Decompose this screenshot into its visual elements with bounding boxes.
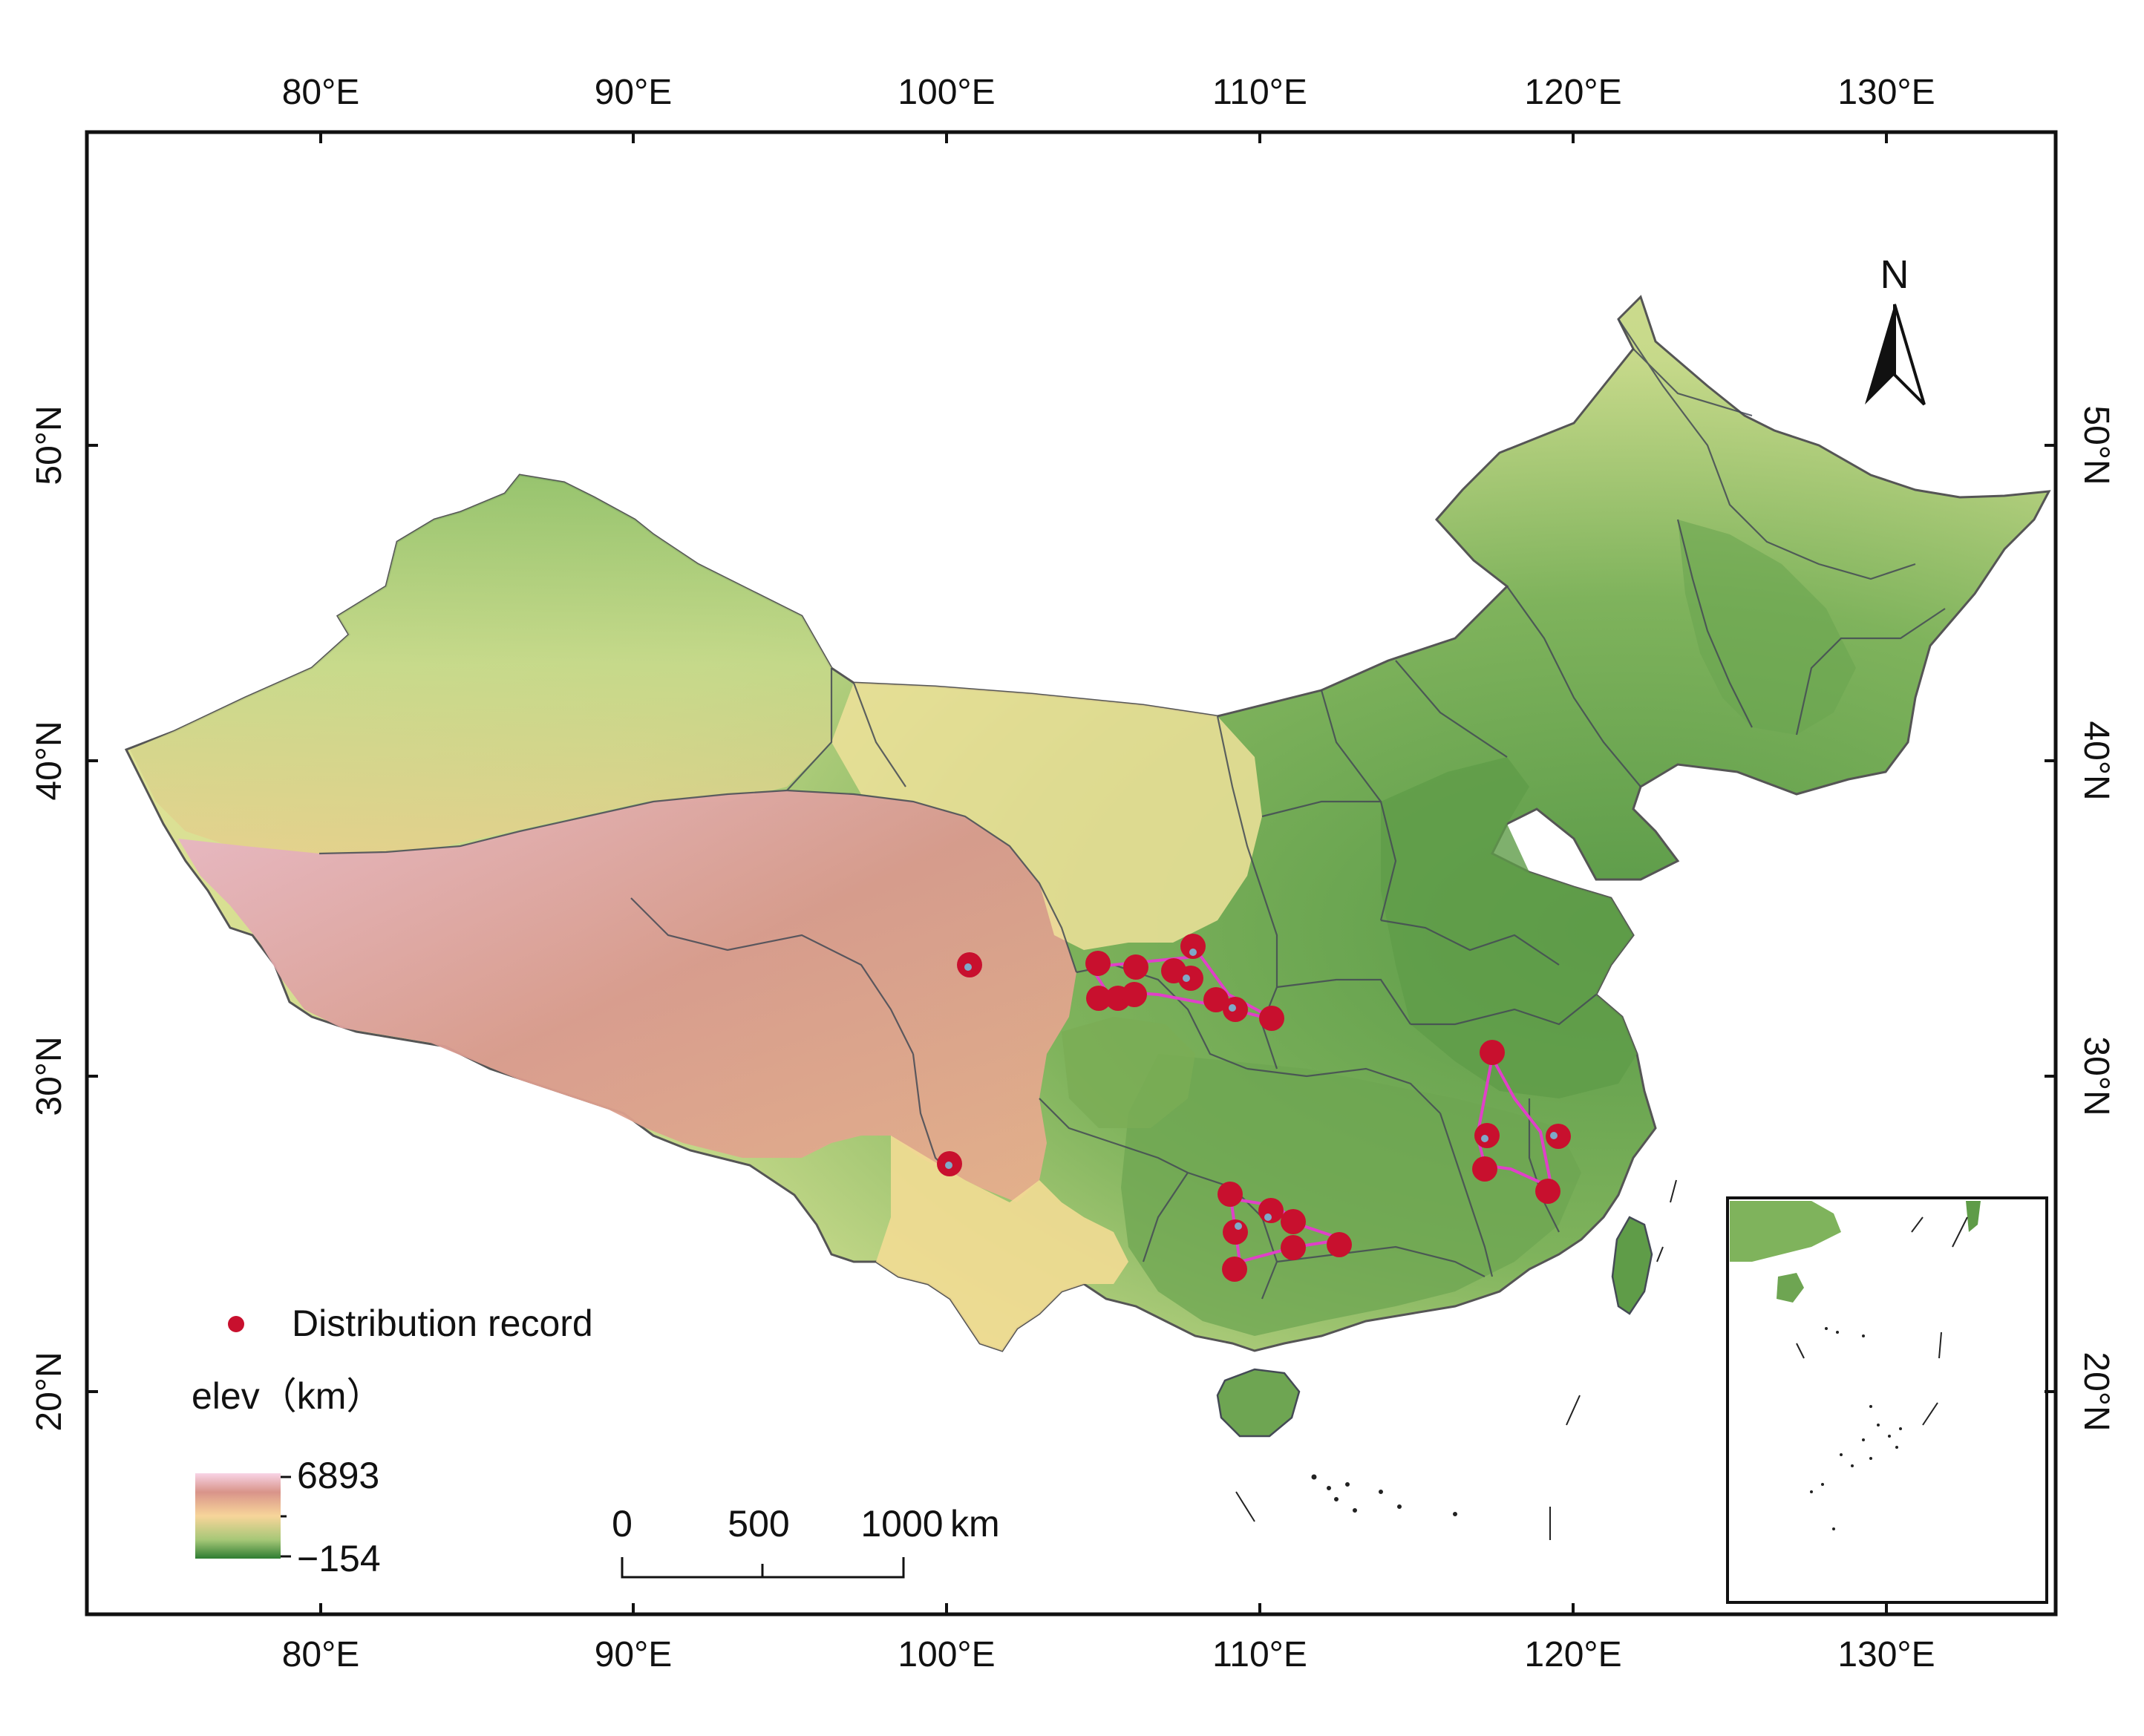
record-point — [1218, 1182, 1243, 1207]
x-tick-top: 110°E — [1212, 73, 1307, 112]
record-point — [1281, 1209, 1306, 1234]
record-point — [1123, 954, 1148, 980]
y-ticks-left: 50°N 40°N 30°N 20°N — [30, 405, 69, 1431]
x-tick-top: 80°E — [282, 73, 360, 112]
record-point — [1086, 986, 1111, 1011]
south-china-sea-inset — [1726, 1196, 2048, 1604]
record-point — [1180, 934, 1206, 959]
x-tick-bottom: 120°E — [1524, 1635, 1621, 1674]
sea-islands — [1235, 1179, 1677, 1540]
distribution-records — [937, 934, 1571, 1282]
record-point — [1535, 1179, 1560, 1204]
y-tick-left: 20°N — [30, 1352, 69, 1431]
y-tick-right: 20°N — [2076, 1352, 2116, 1431]
sichuan-basin — [1062, 1017, 1195, 1128]
taiwan-island — [1611, 1216, 1653, 1315]
record-point — [1122, 982, 1147, 1007]
x-tick-top: 120°E — [1524, 73, 1621, 112]
scale-bar: 0 500 1000 km — [612, 1503, 1000, 1579]
xinjiang-region — [130, 475, 831, 854]
yunnan-highland — [876, 1136, 1128, 1351]
axis-ticks — [87, 132, 2056, 1614]
x-tick-bottom: 110°E — [1212, 1635, 1307, 1674]
x-tick-bottom: 90°E — [595, 1635, 673, 1674]
scale-tick-500: 500 — [728, 1503, 789, 1545]
record-point — [1480, 1040, 1505, 1065]
y-tick-left: 50°N — [30, 405, 69, 485]
record-point — [1203, 987, 1229, 1012]
legend-elev-max: 6893 — [297, 1455, 379, 1496]
scale-tick-0: 0 — [612, 1503, 633, 1545]
record-point — [1223, 1219, 1248, 1245]
north-arrow-icon — [1865, 304, 1895, 404]
x-tick-top: 100°E — [898, 73, 995, 112]
legend-elev-title: elev（km） — [192, 1375, 383, 1417]
legend-elevation: elev（km） 6893 −154 — [192, 1375, 383, 1579]
y-tick-right: 30°N — [2076, 1036, 2116, 1116]
northeast-lowland — [1678, 520, 1856, 735]
legend-record-marker — [228, 1316, 244, 1332]
scale-unit: km — [950, 1503, 1000, 1545]
x-ticks-top: 80°E 90°E 100°E 110°E 120°E 130°E — [282, 73, 1935, 112]
record-point — [1281, 1235, 1306, 1260]
x-ticks-bottom: 80°E 90°E 100°E 110°E 120°E 130°E — [282, 1635, 1935, 1674]
x-tick-top: 90°E — [595, 73, 673, 112]
record-point — [1178, 966, 1203, 991]
legend-records: Distribution record — [228, 1303, 593, 1344]
y-tick-left: 30°N — [30, 1036, 69, 1116]
record-point — [1327, 1232, 1352, 1257]
record-point — [1085, 951, 1111, 976]
record-point — [1259, 1006, 1284, 1031]
tibet-plateau — [178, 790, 1076, 1202]
record-point — [1222, 1257, 1247, 1282]
record-centers — [945, 949, 1558, 1230]
y-tick-left: 40°N — [30, 721, 69, 800]
north-label: N — [1880, 252, 1909, 297]
x-tick-bottom: 80°E — [282, 1635, 360, 1674]
y-ticks-right: 50°N 40°N 30°N 20°N — [2076, 405, 2116, 1431]
y-tick-right: 40°N — [2076, 721, 2116, 800]
x-tick-bottom: 130°E — [1837, 1635, 1935, 1674]
record-point — [1546, 1124, 1571, 1149]
elevation-colorbar — [195, 1473, 281, 1559]
legend-elev-min: −154 — [297, 1538, 381, 1579]
loess-plateau — [831, 683, 1262, 950]
china-landmass — [124, 295, 2051, 1438]
scale-tick-1000: 1000 — [860, 1503, 943, 1545]
x-tick-bottom: 100°E — [898, 1635, 995, 1674]
hainan-island — [1216, 1368, 1301, 1438]
record-point — [1472, 1156, 1497, 1182]
y-tick-right: 50°N — [2076, 405, 2116, 485]
north-arrow: N — [1865, 252, 1926, 406]
x-tick-top: 130°E — [1837, 73, 1935, 112]
province-boundaries — [318, 318, 1946, 1300]
legend-record-label: Distribution record — [292, 1303, 593, 1344]
